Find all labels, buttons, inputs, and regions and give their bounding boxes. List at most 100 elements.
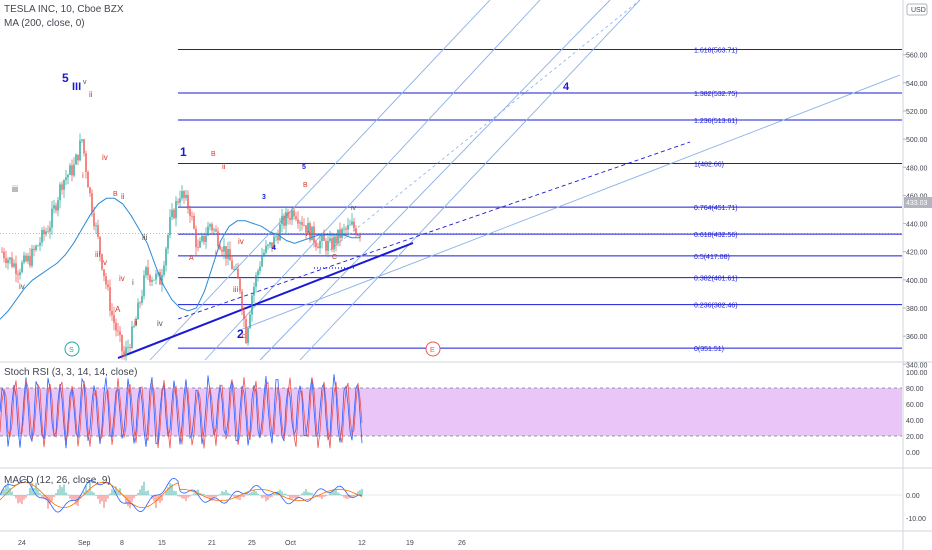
macd-histogram-bar [39,493,41,496]
macd-histogram-bar [219,494,221,496]
candle-body [341,229,343,238]
candle-body [91,193,93,214]
stoch-rsi-label[interactable]: Stoch RSI (3, 3, 14, 14, close) [4,367,138,378]
macd-histogram-bar [299,495,301,496]
stoch-tick-label: 40.00 [906,418,924,425]
macd-histogram-bar [117,490,119,496]
candle-body [187,194,189,209]
fib-level-label: 0(351.51) [694,346,724,353]
macd-histogram-bar [113,490,115,496]
macd-histogram-bar [5,485,7,496]
candle-body [27,255,29,262]
macd-tick-label: -10.00 [906,516,926,523]
macd-histogram-bar [223,492,225,496]
macd-histogram-bar [361,488,363,496]
macd-histogram-bar [159,495,161,503]
macd-histogram-bar [227,492,229,496]
candle-body [147,267,149,276]
candle-body [319,241,321,249]
fib-level-label: 1(482.66) [694,162,724,169]
wave-label: v [103,258,107,267]
candle-body [289,218,291,220]
candle-body [169,217,171,235]
candle-body [231,260,233,270]
candle-body [295,216,297,220]
stoch-tick-label: 60.00 [906,402,924,409]
macd-label[interactable]: MACD (12, 26, close, 9) [4,475,111,486]
candle-body [145,267,147,276]
macd-histogram-bar [283,493,285,496]
fib-level-label: 1.618(563.71) [694,47,738,54]
wave-label: 4 [563,81,570,93]
macd-histogram-bar [169,483,171,496]
candle-body [3,251,5,259]
candle-body [119,331,121,335]
x-tick-label: Sep [78,540,91,547]
candle-body [303,225,305,226]
candle-body [247,328,249,344]
macd-signal-line [0,482,363,509]
candle-body [125,347,127,357]
macd-histogram-bar [337,492,339,496]
macd-histogram-bar [341,495,343,496]
symbol-title[interactable]: TESLA INC, 10, Cboe BZX [4,4,124,15]
candle-body [151,280,153,282]
y-tick-label: 400.00 [906,278,928,285]
macd-histogram-bar [307,491,309,496]
candle-body [291,210,293,220]
macd-histogram-bar [41,495,43,499]
candle-body [347,225,349,230]
candle-body [53,205,55,209]
macd-histogram-bar [11,491,13,496]
candle-body [161,274,163,285]
macd-histogram-bar [301,493,303,496]
candle-body [321,235,323,242]
wave-label: A [115,305,121,314]
candle-body [255,275,257,287]
candle-body [243,310,245,320]
macd-histogram-bar [273,493,275,496]
macd-histogram-bar [239,495,241,501]
macd-histogram-bar [93,492,95,496]
macd-histogram-bar [125,495,127,505]
candle-body [61,184,63,190]
candle-body [81,139,83,141]
candle-body [215,229,217,232]
x-tick-label: 26 [458,540,466,547]
candle-body [47,231,49,233]
candle-body [107,284,109,288]
candle-body [133,326,135,327]
macd-histogram-bar [233,495,235,498]
macd-histogram-bar [115,486,117,496]
candle-body [193,215,195,229]
wave-label: B [303,182,308,189]
candle-body [159,272,161,285]
macd-histogram-bar [63,484,65,496]
candle-body [349,224,351,226]
candle-body [329,238,331,241]
candle-body [191,215,193,217]
candle-body [35,245,37,251]
candle-body [237,268,239,279]
macd-histogram-bar [135,495,137,497]
macd-histogram-bar [353,495,355,497]
candle-body [189,208,191,216]
candle-body [99,236,101,255]
macd-histogram-bar [173,490,175,496]
candle-body [9,257,11,260]
x-tick-label: 12 [358,540,366,547]
candle-body [67,174,69,178]
macd-histogram-bar [207,495,209,498]
candle-body [315,242,317,247]
macd-histogram-bar [345,495,347,499]
ma-indicator-label[interactable]: MA (200, close, 0) [4,18,85,29]
macd-histogram-bar [255,491,257,496]
candle-body [57,200,59,211]
candle-body [241,291,243,311]
macd-histogram-bar [177,495,179,497]
macd-histogram-bar [247,494,249,496]
macd-histogram-bar [213,495,215,499]
candle-body [259,266,261,271]
candle-body [51,208,53,228]
